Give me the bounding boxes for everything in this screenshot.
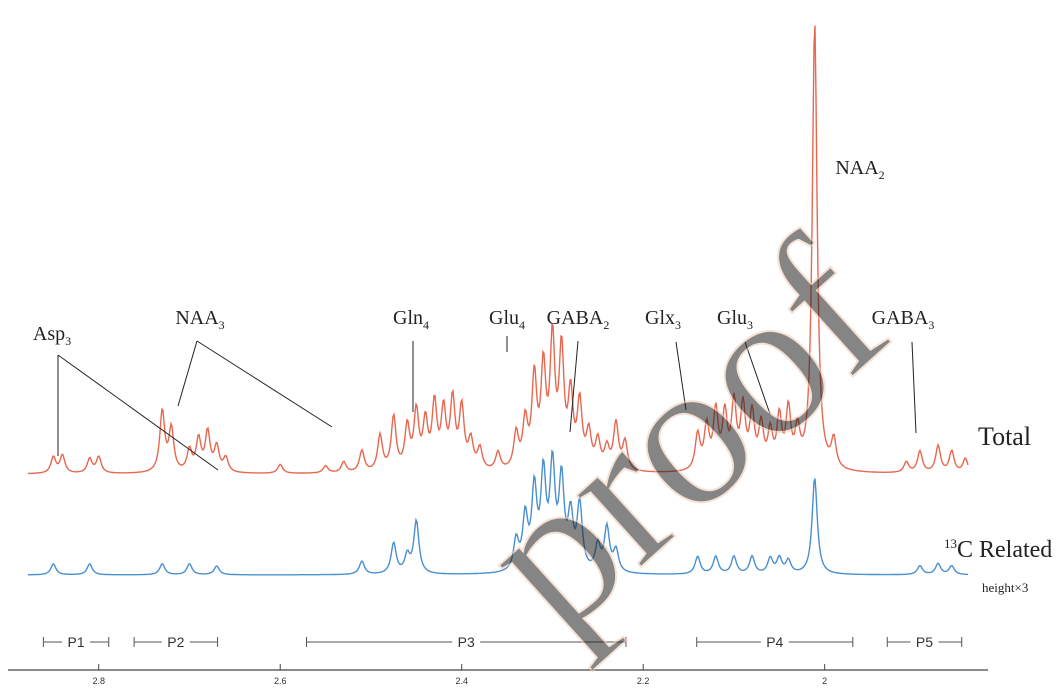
- annotation-gaba3: GABA3: [872, 307, 935, 434]
- region-p2: P2: [133, 634, 219, 650]
- legend-height-note: height×3: [982, 580, 1028, 595]
- annotation-glu4: Glu4: [489, 307, 525, 352]
- total-trace: [28, 25, 969, 475]
- x-tick-label: 2.4: [455, 676, 468, 686]
- region-p4: P4: [696, 634, 854, 650]
- x-tick-label: 2.2: [637, 676, 650, 686]
- annotation-label: GABA2: [547, 307, 610, 332]
- annotation-naa2: NAA2: [835, 157, 884, 182]
- legend-13c-text: C Related: [957, 537, 1052, 563]
- region-p1: P1: [42, 634, 110, 650]
- annotation-label: GABA3: [872, 307, 935, 332]
- region-markers: P1 P2 P3 P4 P5: [42, 634, 963, 650]
- annotation-glu3: Glu3: [717, 307, 771, 415]
- annotation-asp3: Asp3: [33, 323, 219, 471]
- annotation-glx3: Glx3: [645, 307, 687, 411]
- x-tick-label: 2.6: [274, 676, 287, 686]
- annotation-label: Glu3: [717, 307, 753, 332]
- annotation-label: Glx3: [645, 307, 681, 332]
- x-tick-label: 2.8: [92, 676, 105, 686]
- region-label: P4: [766, 634, 783, 650]
- region-label: P1: [67, 634, 84, 650]
- region-label: P5: [916, 634, 933, 650]
- annotation-label: NAA2: [835, 157, 884, 182]
- annotation-gaba2: GABA2: [547, 307, 610, 433]
- annotation-label: Glu4: [489, 307, 525, 332]
- x-tick-label: 2: [822, 676, 827, 686]
- legend-total: Total: [978, 422, 1031, 451]
- legend-13c-sup: 13: [944, 536, 957, 551]
- annotation-naa3: NAA3: [175, 307, 333, 428]
- annotation-label: Gln4: [393, 307, 429, 332]
- region-p5: P5: [886, 634, 963, 650]
- peak-annotations: Asp3 NAA3 Gln4 Glu4 GABA2 Glx3 Glu3 GABA3 NAA2: [33, 157, 935, 471]
- region-label: P3: [458, 634, 475, 650]
- annotation-label: Asp3: [33, 323, 71, 348]
- annotation-label: NAA3: [175, 307, 224, 332]
- x-axis: 2.8 2.6 2.4 2.2 2: [8, 664, 988, 686]
- legend-13c: 13C Related: [944, 536, 1052, 563]
- 13c-related-trace: [28, 449, 968, 576]
- region-p3: P3: [306, 634, 627, 650]
- annotation-gln4: Gln4: [393, 307, 429, 412]
- region-label: P2: [167, 634, 184, 650]
